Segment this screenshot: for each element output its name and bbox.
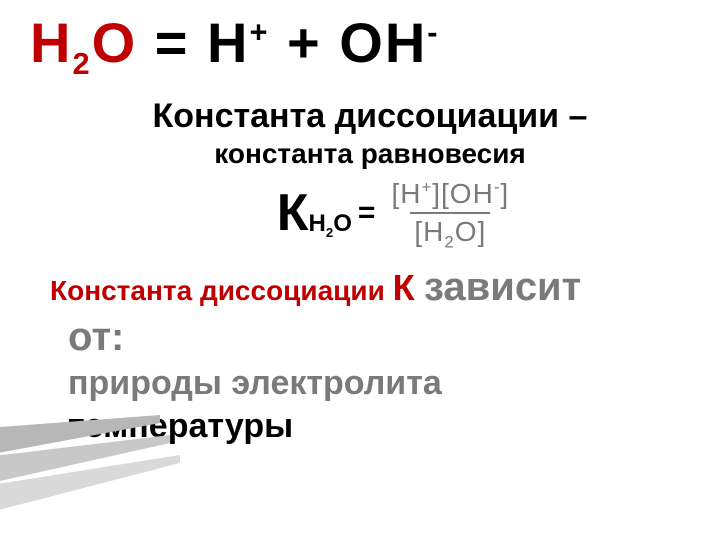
body-l1c: зависит <box>424 265 581 309</box>
eq-plus: + <box>287 11 339 74</box>
body-line2: от: <box>50 312 690 362</box>
eq-oh-sup: - <box>427 14 439 49</box>
eq-equals: = <box>155 11 207 74</box>
body-line4: температуры <box>50 405 690 448</box>
body-l4: температуры <box>68 405 293 448</box>
frac-bot-1: [H <box>414 216 444 247</box>
frac-bot-2: O] <box>455 216 487 247</box>
frac-bot-sub: 2 <box>444 233 454 252</box>
body-l1b: К <box>393 267 415 308</box>
k-fraction: [H+][OH-] [H2O] <box>387 178 513 248</box>
body-l1a: Константа диссоциации <box>50 275 393 306</box>
k-sub: Н2О <box>309 210 352 238</box>
body-l3: природы электролита <box>68 362 442 405</box>
body-line3: природы электролита <box>50 362 690 405</box>
k-equation: К Н2О = [H+][OH-] [H2O] <box>100 178 690 248</box>
eq-sub2: 2 <box>72 46 91 81</box>
k-symbol: К <box>277 183 309 243</box>
k-sub-h: Н <box>309 210 326 237</box>
frac-top-2: ][OH <box>432 178 494 209</box>
subtitle: константа равновесия <box>50 138 690 170</box>
eq-hplus: Н <box>207 11 249 74</box>
eq-hplus-sup: + <box>249 14 269 49</box>
equation: Н2О = Н+ + ОН- <box>30 10 690 75</box>
slide: Н2О = Н+ + ОН- Константа диссоциации – к… <box>0 0 720 540</box>
body-line1: Константа диссоциации К зависит <box>50 262 690 312</box>
frac-numerator: [H+][OH-] <box>387 178 513 212</box>
k-sub-o: О <box>333 210 352 237</box>
eq-oh: ОН <box>339 11 427 74</box>
frac-top-1: [H <box>391 178 421 209</box>
k-equals: = <box>358 196 376 230</box>
body-l2: от: <box>68 312 124 362</box>
title: Константа диссоциации – <box>50 97 690 136</box>
body-text: Константа диссоциации К зависит от: прир… <box>50 262 690 447</box>
eq-h: Н <box>30 11 72 74</box>
frac-denominator: [H2O] <box>410 212 490 248</box>
eq-o: О <box>92 11 138 74</box>
frac-top-3: ] <box>500 178 509 209</box>
frac-top-sup1: + <box>421 178 432 197</box>
